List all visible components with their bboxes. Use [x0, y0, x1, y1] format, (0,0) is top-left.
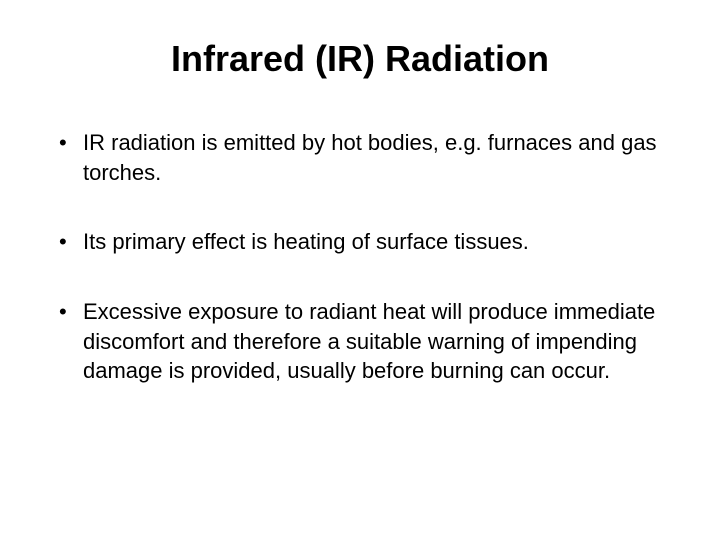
slide-title: Infrared (IR) Radiation [55, 38, 665, 80]
bullet-item: Excessive exposure to radiant heat will … [55, 297, 665, 386]
bullet-item: IR radiation is emitted by hot bodies, e… [55, 128, 665, 187]
bullet-item: Its primary effect is heating of surface… [55, 227, 665, 257]
bullet-list: IR radiation is emitted by hot bodies, e… [55, 128, 665, 386]
slide-container: Infrared (IR) Radiation IR radiation is … [0, 0, 720, 540]
